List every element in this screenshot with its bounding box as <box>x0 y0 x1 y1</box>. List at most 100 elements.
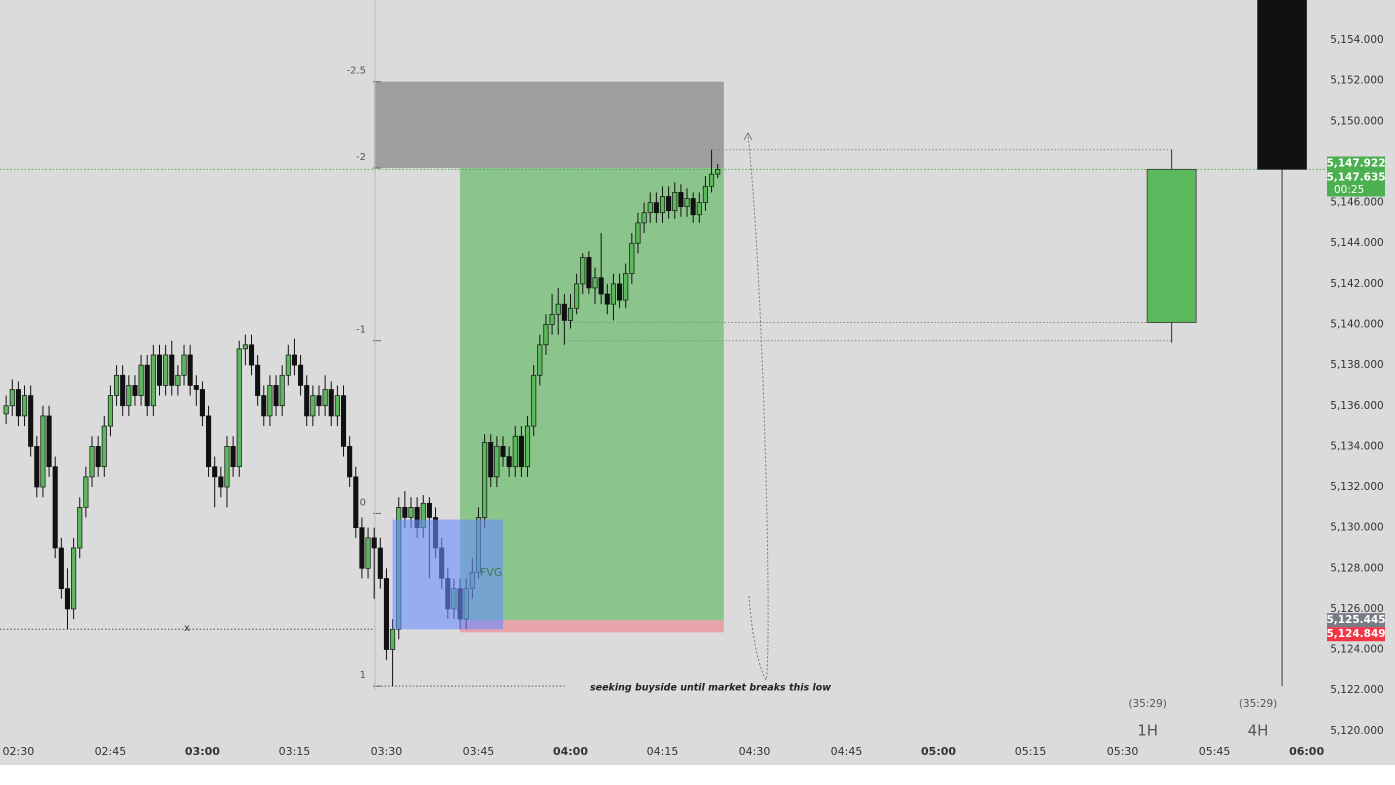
candle-body <box>64 588 71 610</box>
x-mark: x <box>184 623 190 634</box>
x-tick-label: 04:45 <box>831 745 863 758</box>
y-tick-label: 5,122.000 <box>1330 684 1383 696</box>
time-axis-bg <box>0 740 1395 765</box>
x-tick-label: 05:30 <box>1107 745 1139 758</box>
candle-body <box>248 344 255 366</box>
y-tick-label: 5,132.000 <box>1330 481 1383 493</box>
x-tick-label: 02:30 <box>3 745 35 758</box>
candle-body <box>696 202 702 216</box>
candle-body <box>537 344 543 376</box>
fvg-box <box>392 519 504 630</box>
candle-body <box>561 303 567 321</box>
htf-label: 4H <box>1248 722 1269 740</box>
candle-body <box>567 307 574 321</box>
candle-body <box>629 242 635 275</box>
x-tick-label: 04:00 <box>553 745 588 758</box>
candle-body <box>617 283 623 301</box>
candle-body <box>150 354 156 407</box>
candle-body <box>555 303 561 315</box>
candle-body <box>28 395 34 447</box>
candle-body <box>586 257 592 289</box>
candle-body <box>531 374 537 427</box>
lines-layer: -2.5 -2 -1 0 1 <box>0 0 1325 690</box>
zone-box <box>460 620 724 633</box>
candle-body <box>144 364 150 407</box>
candle-body <box>500 446 506 457</box>
candle-body <box>40 415 46 488</box>
candle-body <box>610 283 616 305</box>
price-tag-label: 5,147.635 <box>1326 172 1385 184</box>
candle-body <box>310 395 316 417</box>
fib-label: 0 <box>360 497 366 508</box>
candle-body <box>488 441 494 478</box>
candle-body <box>255 364 261 396</box>
candle-body <box>524 425 531 468</box>
htf-label: 1H <box>1137 722 1158 740</box>
candle-body <box>298 364 304 386</box>
candle-body <box>46 415 52 468</box>
price-tag <box>1327 613 1385 628</box>
y-tick-label: 5,136.000 <box>1330 400 1383 412</box>
candle-body <box>285 354 291 376</box>
countdown-tag <box>1327 183 1385 197</box>
candle-body <box>623 273 629 301</box>
y-tick-label: 5,152.000 <box>1330 75 1383 87</box>
candle-body <box>604 293 610 305</box>
candle-body <box>224 446 230 488</box>
x-tick-label: 02:45 <box>95 745 127 758</box>
x-tick-label: 03:15 <box>279 745 311 758</box>
candle-body <box>132 385 138 396</box>
y-tick-label: 5,130.000 <box>1330 522 1383 534</box>
candle-body <box>71 547 77 610</box>
fvg-label: FVG <box>480 566 502 579</box>
fib-label: 1 <box>360 670 366 681</box>
zone-box <box>374 81 724 169</box>
candle-body <box>95 446 101 468</box>
y-tick-label: 5,144.000 <box>1330 237 1383 249</box>
x-tick-label: 06:00 <box>1289 745 1324 758</box>
candle-body <box>580 257 586 285</box>
candle-body <box>126 385 132 407</box>
candle-body <box>690 198 696 216</box>
candle-body <box>181 354 187 376</box>
htf-body <box>1146 168 1197 323</box>
candle-body <box>316 395 322 407</box>
candle-body <box>21 395 28 417</box>
candle-body <box>291 354 297 366</box>
candle-body <box>347 446 353 478</box>
y-tick-label: 5,124.000 <box>1330 644 1383 656</box>
candle-body <box>218 476 224 488</box>
price-tag-label: 5,125.445 <box>1326 614 1385 626</box>
candle-body <box>230 446 236 468</box>
candle-body <box>659 196 666 214</box>
y-tick-label: 5,138.000 <box>1330 359 1383 371</box>
x-tick-label: 05:15 <box>1015 745 1047 758</box>
candle-body <box>518 435 524 468</box>
htf-timer: (35:29) <box>1239 698 1277 710</box>
candle-body <box>328 389 334 417</box>
candle-body <box>163 354 169 386</box>
candle-body <box>426 502 432 518</box>
candle-body <box>156 354 163 386</box>
candle-body <box>114 374 120 396</box>
candle-body <box>206 415 212 468</box>
candle-body <box>199 389 205 417</box>
candle-body <box>279 374 285 407</box>
candle-body <box>377 547 383 579</box>
candle-body <box>543 324 549 346</box>
candle-body <box>34 446 40 488</box>
axes-layer: 02:30 02:45 03:00 03:15 03:30 03:45 04:00 04:15… <box>0 34 1395 765</box>
candle-body <box>647 202 653 214</box>
price-tag <box>1327 170 1385 185</box>
candle-body <box>101 425 107 468</box>
candle-body <box>175 374 181 386</box>
y-tick-label: 5,140.000 <box>1330 318 1383 330</box>
arrow-head <box>743 131 753 141</box>
y-tick-label: 5,146.000 <box>1330 197 1383 209</box>
x-tick-label: 05:45 <box>1199 745 1231 758</box>
candle-body <box>709 173 715 187</box>
candle-body <box>236 348 242 468</box>
candle-body <box>383 578 390 650</box>
candle-body <box>138 364 144 396</box>
annotation-note: seeking buyside until market breaks this… <box>590 683 831 694</box>
